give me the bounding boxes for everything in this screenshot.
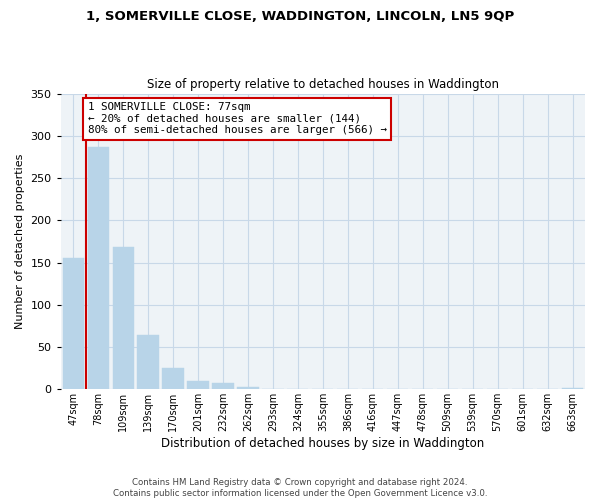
Bar: [212, 384, 233, 390]
Bar: [187, 381, 209, 390]
Bar: [238, 387, 259, 390]
Bar: [163, 368, 184, 390]
X-axis label: Distribution of detached houses by size in Waddington: Distribution of detached houses by size …: [161, 437, 484, 450]
Bar: [88, 147, 109, 390]
Bar: [113, 248, 134, 390]
Text: 1 SOMERVILLE CLOSE: 77sqm
← 20% of detached houses are smaller (144)
80% of semi: 1 SOMERVILLE CLOSE: 77sqm ← 20% of detac…: [88, 102, 386, 135]
Title: Size of property relative to detached houses in Waddington: Size of property relative to detached ho…: [147, 78, 499, 91]
Text: Contains HM Land Registry data © Crown copyright and database right 2024.
Contai: Contains HM Land Registry data © Crown c…: [113, 478, 487, 498]
Text: 1, SOMERVILLE CLOSE, WADDINGTON, LINCOLN, LN5 9QP: 1, SOMERVILLE CLOSE, WADDINGTON, LINCOLN…: [86, 10, 514, 23]
Bar: [562, 388, 583, 390]
Bar: [137, 335, 159, 390]
Y-axis label: Number of detached properties: Number of detached properties: [15, 154, 25, 329]
Bar: [62, 258, 84, 390]
